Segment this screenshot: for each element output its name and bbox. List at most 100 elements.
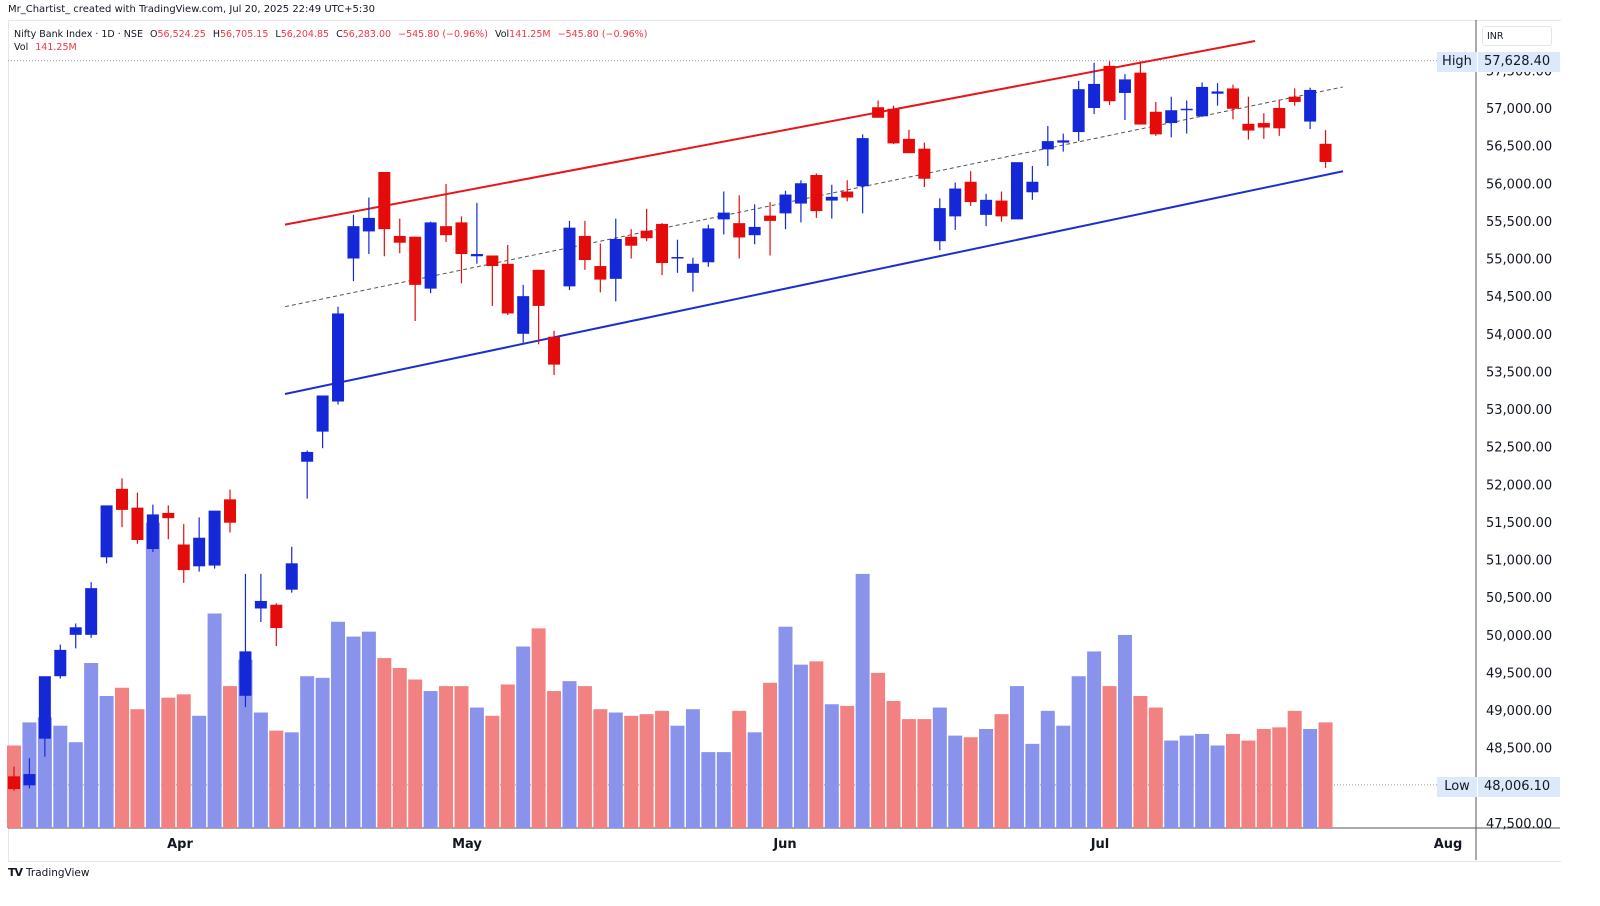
candle-body[interactable] [470,254,483,257]
candle-body[interactable] [1196,86,1209,117]
candle-body[interactable] [486,255,499,267]
legend-symbol[interactable]: Nifty Bank Index · 1D · NSE [14,29,143,40]
candle-body[interactable] [501,263,514,314]
candle-body[interactable] [1149,111,1162,135]
candle-body[interactable] [949,188,962,217]
candle-body[interactable] [1288,96,1301,102]
candle-body[interactable] [285,563,298,590]
candle-body[interactable] [1257,123,1270,128]
candle-body[interactable] [779,194,792,214]
candle-body[interactable] [85,588,98,635]
candle-body[interactable] [995,200,1008,217]
candle-body[interactable] [1319,143,1332,162]
lower-channel-trendline[interactable] [284,170,1344,395]
candle-body[interactable] [1118,79,1131,93]
upper-channel-trendline[interactable] [284,40,1256,226]
candle-body[interactable] [208,510,221,566]
candle-body[interactable] [594,266,607,280]
candle-body[interactable] [455,222,468,255]
candle-body[interactable] [656,223,669,264]
candle-body[interactable] [810,174,823,212]
candle-body[interactable] [902,138,915,154]
candle-body[interactable] [193,537,206,567]
candle-body[interactable] [1010,162,1023,220]
currency-selector[interactable]: INR [1482,26,1552,46]
tradingview-logo[interactable]: TV TradingView [8,866,89,879]
candle-body[interactable] [933,208,946,242]
candle-body[interactable] [825,196,838,201]
candle-body[interactable] [517,296,530,334]
candle-body[interactable] [362,217,375,232]
candle-body[interactable] [625,236,638,246]
volume-bar [238,659,253,828]
candle-body[interactable] [162,512,175,519]
candle-body[interactable] [887,108,900,144]
candle-body[interactable] [964,181,977,203]
candle-body[interactable] [856,138,869,187]
candle-body[interactable] [702,228,715,263]
volume-bar [809,661,824,828]
candle-body[interactable] [918,148,931,179]
candle-body[interactable] [116,488,129,510]
candle-body[interactable] [23,774,36,786]
candle-body[interactable] [1041,141,1054,150]
candle-body[interactable] [177,544,190,571]
candle-body[interactable] [38,676,51,739]
candle-body[interactable] [548,336,561,365]
candle-body[interactable] [1304,89,1317,122]
candle-body[interactable] [239,651,252,696]
candle-body[interactable] [424,222,437,289]
candle-body[interactable] [1072,89,1085,133]
candle-body[interactable] [440,226,453,236]
candle-body[interactable] [1057,140,1070,143]
volume-bar [901,719,916,828]
candle-body[interactable] [609,238,622,279]
candle-body[interactable] [1165,110,1178,124]
legend-row-price: Nifty Bank Index · 1D · NSE O56,524.25 H… [14,28,651,41]
candle-body[interactable] [1273,108,1286,129]
candle-body[interactable] [146,514,159,550]
candle-body[interactable] [254,600,267,609]
candle-body[interactable] [764,215,777,221]
candle-body[interactable] [1180,108,1193,111]
candle-body[interactable] [393,235,406,243]
candle-body[interactable] [54,649,67,677]
candle-body[interactable] [301,451,314,462]
candle-body[interactable] [347,226,360,259]
candle-body[interactable] [1242,123,1255,131]
volume-bar [624,715,639,828]
candle-body[interactable] [316,395,329,432]
candle-body[interactable] [270,604,283,629]
candle-body[interactable] [686,263,699,273]
candle-body[interactable] [1088,83,1101,108]
candle-body[interactable] [841,191,854,198]
candle-body[interactable] [409,236,422,285]
candle-body[interactable] [717,212,730,220]
candle-body[interactable] [8,776,20,790]
candle-body[interactable] [100,505,113,558]
candle-body[interactable] [1134,72,1147,125]
candle-body[interactable] [1211,91,1224,94]
legend-volume-label[interactable]: Vol [14,42,29,53]
candle-body[interactable] [224,499,237,523]
candle-body[interactable] [532,269,545,306]
candle-body[interactable] [671,257,684,259]
candle-body[interactable] [378,171,391,230]
candle-body[interactable] [332,313,345,402]
candle-body[interactable] [131,507,144,540]
candle-body[interactable] [980,199,993,215]
candle-body[interactable] [640,230,653,239]
volume-bar [1210,745,1225,828]
candle-body[interactable] [794,183,807,204]
candle-body[interactable] [1103,65,1116,102]
candle-body[interactable] [872,107,885,118]
candle-body[interactable] [1226,88,1239,109]
candle-body[interactable] [748,226,761,236]
candle-body[interactable] [1026,181,1039,193]
candle-body[interactable] [69,627,82,635]
candle-body[interactable] [563,227,576,287]
candle-body[interactable] [578,235,591,261]
price-tick-label: 52,500.00 [1486,441,1552,456]
candle-body[interactable] [733,223,746,238]
